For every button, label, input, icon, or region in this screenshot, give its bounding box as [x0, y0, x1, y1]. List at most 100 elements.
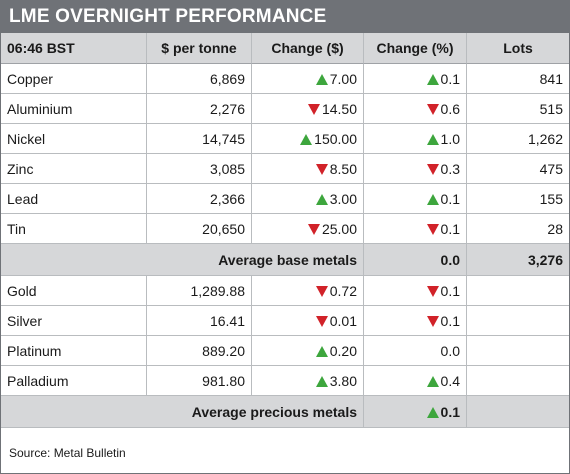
lots-cell-value: 475 [539, 160, 563, 177]
summary-change-pct-value: 0.0 [440, 251, 460, 268]
triangle-down-icon [426, 163, 439, 175]
table-row: Tin 20,650 25.00 0.1 28 [1, 214, 569, 244]
table-row: Lead 2,366 3.00 0.1 155 [1, 184, 569, 214]
change-pct-cell-value: 0.3 [440, 160, 460, 177]
summary-change-pct: 0.0 [364, 244, 467, 276]
change-pct-cell: 0.1 [364, 64, 467, 94]
change-pct-cell: 0.1 [364, 184, 467, 214]
change-usd-cell-value: 150.00 [314, 130, 357, 147]
triangle-down-icon [307, 103, 320, 115]
price-cell: 6,869 [147, 64, 252, 94]
change-pct-cell-value: 0.1 [440, 282, 460, 299]
lots-cell: 515 [467, 94, 569, 124]
price-cell: 14,745 [147, 124, 252, 154]
metal-name: Palladium [1, 366, 147, 396]
change-pct-cell-value: 0.4 [440, 372, 460, 389]
triangle-up-icon [426, 193, 439, 205]
triangle-up-icon [426, 73, 439, 85]
summary-change-pct: 0.1 [364, 396, 467, 428]
lots-cell: 1,262 [467, 124, 569, 154]
change-pct-cell: 1.0 [364, 124, 467, 154]
change-usd-cell: 25.00 [252, 214, 364, 244]
table-row: Platinum 889.20 0.20 0.0 [1, 336, 569, 366]
lots-cell-value: 155 [539, 190, 563, 207]
price-cell: 20,650 [147, 214, 252, 244]
lots-cell [467, 366, 569, 396]
change-usd-cell: 150.00 [252, 124, 364, 154]
metal-name-value: Gold [7, 282, 37, 299]
price-cell: 3,085 [147, 154, 252, 184]
price-cell: 889.20 [147, 336, 252, 366]
table-row: Zinc 3,085 8.50 0.3 475 [1, 154, 569, 184]
price-cell: 2,276 [147, 94, 252, 124]
triangle-down-icon [426, 315, 439, 327]
triangle-down-icon [426, 103, 439, 115]
lots-cell [467, 336, 569, 366]
summary-lots-value: 3,276 [527, 251, 563, 268]
header-time: 06:46 BST [1, 33, 147, 64]
summary-change-pct-value: 0.1 [440, 403, 460, 420]
triangle-up-icon [426, 406, 439, 418]
change-usd-cell: 14.50 [252, 94, 364, 124]
table-row: Aluminium 2,276 14.50 0.6 515 [1, 94, 569, 124]
change-pct-cell: 0.3 [364, 154, 467, 184]
price-cell: 1,289.88 [147, 276, 252, 306]
lots-cell [467, 276, 569, 306]
metal-name-value: Silver [7, 312, 43, 329]
metal-name-value: Tin [7, 220, 26, 237]
change-pct-cell-value: 0.1 [440, 190, 460, 207]
change-pct-cell: 0.1 [364, 306, 467, 336]
triangle-down-icon [315, 285, 328, 297]
change-usd-cell-value: 3.80 [329, 372, 357, 389]
summary-row: Average precious metals 0.1 [1, 396, 569, 428]
change-usd-cell-value: 14.50 [321, 100, 357, 117]
summary-row: Average base metals 0.0 3,276 [1, 244, 569, 276]
price-cell-value: 2,366 [209, 190, 245, 207]
change-pct-cell-value: 0.6 [440, 100, 460, 117]
change-usd-cell: 3.00 [252, 184, 364, 214]
summary-lots [467, 396, 569, 428]
table-row: Nickel 14,745 150.00 1.0 1,262 [1, 124, 569, 154]
metal-name: Silver [1, 306, 147, 336]
price-cell-value: 14,745 [202, 130, 245, 147]
triangle-down-icon [307, 223, 320, 235]
price-cell-value: 889.20 [202, 342, 245, 359]
summary-label: Average base metals [1, 244, 364, 276]
change-pct-cell: 0.6 [364, 94, 467, 124]
change-pct-cell-value: 0.1 [440, 70, 460, 87]
change-pct-cell: 0.0 [364, 336, 467, 366]
change-usd-cell-value: 7.00 [329, 70, 357, 87]
lots-cell-value: 1,262 [527, 130, 563, 147]
summary-label: Average precious metals [1, 396, 364, 428]
table-header-row: 06:46 BST $ per tonne Change ($) Change … [1, 33, 569, 64]
header-price: $ per tonne [147, 33, 252, 64]
metal-name-value: Platinum [7, 342, 62, 359]
metal-name: Tin [1, 214, 147, 244]
price-cell-value: 2,276 [209, 100, 245, 117]
triangle-down-icon [426, 223, 439, 235]
change-pct-cell: 0.4 [364, 366, 467, 396]
triangle-up-icon [315, 193, 328, 205]
header-change-pct: Change (%) [364, 33, 467, 64]
table-row: Silver 16.41 0.01 0.1 [1, 306, 569, 336]
price-cell: 2,366 [147, 184, 252, 214]
change-pct-cell: 0.1 [364, 214, 467, 244]
price-cell-value: 6,869 [209, 70, 245, 87]
triangle-down-icon [426, 285, 439, 297]
change-usd-cell-value: 0.72 [329, 282, 357, 299]
header-change-usd: Change ($) [252, 33, 364, 64]
change-pct-cell-value: 0.0 [440, 342, 460, 359]
source-note: Source: Metal Bulletin [9, 446, 126, 460]
metal-name-value: Zinc [7, 160, 34, 177]
lots-cell-value: 841 [539, 70, 563, 87]
change-pct-cell-value: 0.1 [440, 312, 460, 329]
triangle-up-icon [426, 133, 439, 145]
metal-name: Zinc [1, 154, 147, 184]
lots-cell-value: 28 [547, 220, 563, 237]
triangle-down-icon [315, 163, 328, 175]
change-usd-cell-value: 0.01 [329, 312, 357, 329]
change-usd-cell: 8.50 [252, 154, 364, 184]
metal-name-value: Aluminium [7, 100, 73, 117]
metal-name: Platinum [1, 336, 147, 366]
metal-name: Lead [1, 184, 147, 214]
